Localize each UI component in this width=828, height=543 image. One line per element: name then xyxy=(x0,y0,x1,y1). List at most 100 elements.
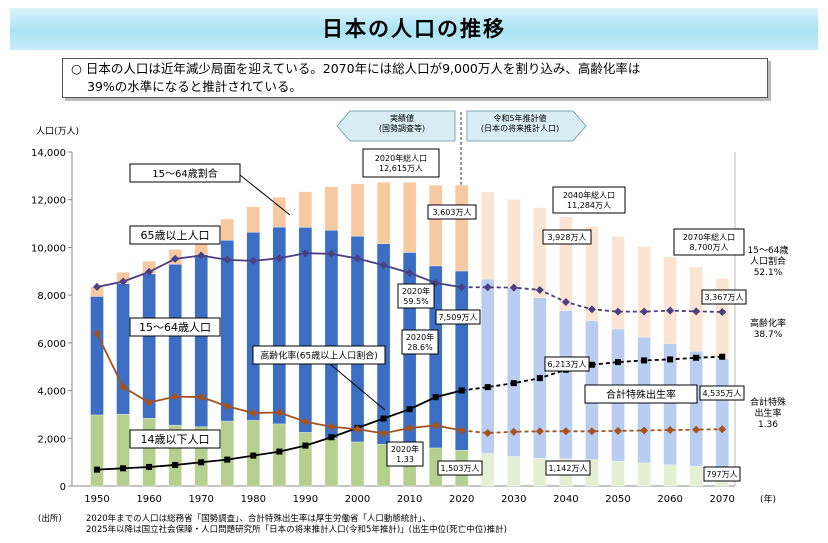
x-tick-label: 2060 xyxy=(657,494,682,505)
y-tick-label: 12,000 xyxy=(31,196,66,207)
bar-working-2020 xyxy=(455,270,469,451)
bar-elderly-2000 xyxy=(350,183,365,237)
actual-section-label: 実績値(国勢調査等) xyxy=(379,113,425,133)
footnote-line-2: 2025年以降は国立社会保障・人口問題研究所「日本の将来推計人口(令和5年推計)… xyxy=(86,525,507,535)
annot-v797: 797万人 xyxy=(706,470,737,479)
label-aging-box xyxy=(252,345,386,365)
fertility-point-1990 xyxy=(301,417,310,426)
aging-rate-point-2065 xyxy=(693,354,700,361)
label-children-box xyxy=(129,429,221,449)
annot-v3603-box xyxy=(427,204,477,220)
annot-v3928-box xyxy=(542,229,592,245)
bar-working-1960 xyxy=(142,273,156,419)
x-tick-label: 2070 xyxy=(709,494,734,505)
page-title: 日本の人口の推移 xyxy=(322,17,506,41)
aging-rate-point-2055 xyxy=(641,357,648,364)
fertility-point-2010 xyxy=(405,423,414,432)
working-ratio-point-1955 xyxy=(119,277,128,286)
aging-rate-point-2010 xyxy=(406,406,413,413)
x-tick-label: 2030 xyxy=(501,494,526,505)
working-ratio-point-1950 xyxy=(93,282,101,291)
fertility-point-2030 xyxy=(509,427,518,436)
aging-rate-point-2035 xyxy=(536,375,543,382)
bar-children-1995 xyxy=(324,438,339,487)
x-tick-label: 2040 xyxy=(553,494,578,505)
summary-box: ○ 日本の人口は近年減少局面を迎えている。2070年には総人口が9,000万人を… xyxy=(62,58,768,98)
x-tick-label: 2050 xyxy=(605,494,630,505)
working-ratio-point-2040 xyxy=(561,297,570,306)
fertility-point-2050 xyxy=(614,426,622,435)
x-tick-label: 2000 xyxy=(345,494,370,505)
fertility-point-1995 xyxy=(327,422,336,431)
bar-elderly-2035 xyxy=(533,207,547,298)
bar-working-2040 xyxy=(559,310,573,459)
y-tick-label: 8,000 xyxy=(37,291,66,302)
bar-children-1950 xyxy=(90,414,104,487)
bar-children-2030 xyxy=(507,456,521,487)
working-ratio-point-2035 xyxy=(535,285,544,294)
aging-rate-point-1965 xyxy=(172,461,179,468)
annot-fert-2020: 2020年 1.33 xyxy=(391,444,419,464)
annot-v1503-box xyxy=(437,460,483,476)
aging-rate-point-2030 xyxy=(510,380,517,387)
fertility-point-2045 xyxy=(587,427,596,436)
aging-rate-point-1980 xyxy=(250,452,257,459)
label-fertility-box xyxy=(584,384,698,404)
bar-elderly-2025 xyxy=(481,191,495,280)
annot-total-2070: 2070年総人口 8,700万人 xyxy=(683,232,735,252)
bar-working-1975 xyxy=(220,240,234,422)
x-tick-label: 1980 xyxy=(241,494,266,505)
bar-children-1960 xyxy=(142,418,156,487)
fertility-line-projected xyxy=(461,428,723,434)
working-ratio-point-2030 xyxy=(509,283,518,292)
annot-v3367: 3,367万人 xyxy=(705,293,744,302)
aging-rate-point-1990 xyxy=(302,442,309,449)
bar-children-2035 xyxy=(533,457,547,487)
bar-working-1990 xyxy=(298,227,313,433)
bar-children-2050 xyxy=(611,461,625,487)
y-tick-label: 6,000 xyxy=(37,339,66,350)
annot-v1142: 1,142万人 xyxy=(549,464,588,473)
bar-elderly-2010 xyxy=(402,182,417,253)
annot-v3928: 3,928万人 xyxy=(548,233,587,242)
aging-rate-point-2045 xyxy=(588,361,595,368)
label-elderly-box xyxy=(129,225,221,245)
right-label-working-ratio: 15～64歳人口割合 52.1% xyxy=(748,244,789,278)
label-working-box xyxy=(129,317,221,337)
x-axis-unit: (年) xyxy=(760,493,776,505)
label-children: 14歳以下人口 xyxy=(141,433,210,446)
working-ratio-point-2060 xyxy=(666,306,675,315)
fertility-point-1955 xyxy=(119,383,128,392)
fertility-point-2000 xyxy=(353,425,362,434)
annot-v7509-box xyxy=(435,309,481,325)
bar-children-2055 xyxy=(637,462,651,487)
bar-children-1990 xyxy=(298,432,313,487)
annot-ratio-2020: 2020年 59.5% xyxy=(402,286,430,306)
annot-v3603: 3,603万人 xyxy=(433,208,472,217)
fertility-point-2005 xyxy=(379,429,388,438)
y-tick-label: 0 xyxy=(60,482,66,493)
fertility-point-2055 xyxy=(640,426,649,435)
x-tick-label: 2020 xyxy=(449,494,474,505)
annot-v4535: 4,535万人 xyxy=(703,389,742,398)
annot-v3367-box xyxy=(701,289,747,305)
annot-total-2020: 2020年総人口 12,615万人 xyxy=(375,153,427,173)
projection-arrow xyxy=(466,110,587,142)
bar-elderly-1975 xyxy=(220,218,234,241)
leader-working-ratio xyxy=(239,174,291,216)
aging-rate-point-2015 xyxy=(432,394,439,401)
aging-rate-point-1985 xyxy=(276,448,283,455)
annot-v6213: 6,213万人 xyxy=(548,360,587,369)
annot-v6213-box xyxy=(544,356,590,372)
right-label-aging: 高齢化率 38.7% xyxy=(750,317,786,340)
working-ratio-point-2065 xyxy=(692,307,701,316)
bar-elderly-2050 xyxy=(611,236,625,330)
bar-children-2060 xyxy=(663,464,677,487)
x-tick-label: 1970 xyxy=(188,494,213,505)
label-working-ratio-box xyxy=(129,163,241,183)
aging-rate-point-1995 xyxy=(328,434,335,441)
fertility-point-1980 xyxy=(249,408,258,417)
bar-children-1985 xyxy=(272,423,287,487)
bar-elderly-2005 xyxy=(376,181,391,244)
fertility-point-2060 xyxy=(666,426,675,435)
